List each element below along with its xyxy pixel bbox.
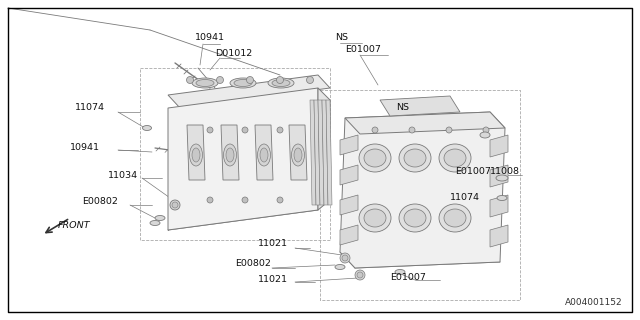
Text: 11021: 11021 — [258, 276, 288, 284]
Polygon shape — [168, 75, 330, 108]
Text: E00802: E00802 — [82, 197, 118, 206]
Text: E00802: E00802 — [235, 260, 271, 268]
Ellipse shape — [480, 132, 490, 138]
Polygon shape — [345, 112, 505, 134]
Text: 10941: 10941 — [70, 143, 100, 153]
Circle shape — [277, 197, 283, 203]
Circle shape — [246, 76, 253, 84]
Polygon shape — [310, 100, 316, 205]
Text: 11021: 11021 — [258, 239, 288, 249]
Ellipse shape — [226, 148, 234, 162]
Text: A004001152: A004001152 — [565, 298, 623, 307]
Polygon shape — [340, 165, 358, 185]
Circle shape — [342, 255, 348, 261]
Polygon shape — [380, 96, 460, 116]
Text: E01007: E01007 — [345, 45, 381, 54]
Circle shape — [242, 197, 248, 203]
Text: NS: NS — [396, 103, 409, 113]
Circle shape — [172, 202, 178, 208]
Polygon shape — [490, 135, 508, 157]
Polygon shape — [322, 100, 328, 205]
Polygon shape — [340, 135, 358, 155]
Circle shape — [355, 270, 365, 280]
Ellipse shape — [260, 148, 268, 162]
Ellipse shape — [234, 79, 252, 86]
Ellipse shape — [192, 78, 218, 88]
Ellipse shape — [399, 144, 431, 172]
Circle shape — [409, 127, 415, 133]
Polygon shape — [340, 112, 505, 268]
Ellipse shape — [359, 144, 391, 172]
Text: E01007: E01007 — [390, 274, 426, 283]
Polygon shape — [490, 165, 508, 187]
Circle shape — [483, 127, 489, 133]
Circle shape — [242, 127, 248, 133]
Polygon shape — [314, 100, 320, 205]
Circle shape — [446, 127, 452, 133]
Ellipse shape — [404, 149, 426, 167]
Circle shape — [186, 76, 193, 84]
Polygon shape — [289, 125, 307, 180]
Ellipse shape — [192, 148, 200, 162]
Ellipse shape — [257, 144, 271, 166]
Circle shape — [357, 272, 363, 278]
Ellipse shape — [364, 149, 386, 167]
Polygon shape — [318, 100, 324, 205]
Polygon shape — [340, 225, 358, 245]
Text: 11074: 11074 — [75, 103, 105, 113]
Ellipse shape — [404, 209, 426, 227]
Ellipse shape — [439, 204, 471, 232]
Polygon shape — [255, 125, 273, 180]
Circle shape — [340, 253, 350, 263]
Ellipse shape — [399, 204, 431, 232]
Ellipse shape — [359, 204, 391, 232]
Ellipse shape — [223, 144, 237, 166]
Ellipse shape — [155, 215, 165, 220]
Text: FRONT: FRONT — [58, 220, 90, 229]
Ellipse shape — [230, 78, 256, 88]
Circle shape — [276, 76, 284, 84]
Polygon shape — [187, 125, 205, 180]
Polygon shape — [490, 225, 508, 247]
Ellipse shape — [294, 148, 302, 162]
Ellipse shape — [395, 269, 405, 275]
Ellipse shape — [496, 175, 508, 181]
Ellipse shape — [272, 79, 290, 86]
Ellipse shape — [196, 79, 214, 86]
Circle shape — [277, 127, 283, 133]
Circle shape — [216, 76, 223, 84]
Circle shape — [207, 127, 213, 133]
Ellipse shape — [444, 149, 466, 167]
Polygon shape — [340, 195, 358, 215]
Ellipse shape — [444, 209, 466, 227]
Circle shape — [207, 197, 213, 203]
Ellipse shape — [291, 144, 305, 166]
Circle shape — [170, 200, 180, 210]
Ellipse shape — [364, 209, 386, 227]
Polygon shape — [490, 195, 508, 217]
Polygon shape — [221, 125, 239, 180]
Ellipse shape — [150, 220, 160, 226]
Polygon shape — [326, 100, 332, 205]
Text: 11034: 11034 — [108, 171, 138, 180]
Polygon shape — [318, 88, 330, 210]
Text: D01012: D01012 — [215, 49, 252, 58]
Ellipse shape — [189, 144, 202, 166]
Ellipse shape — [143, 125, 152, 131]
Text: 10941: 10941 — [195, 34, 225, 43]
Ellipse shape — [439, 144, 471, 172]
Circle shape — [372, 127, 378, 133]
Text: 11074: 11074 — [450, 193, 480, 202]
Ellipse shape — [268, 78, 294, 88]
Ellipse shape — [335, 265, 345, 269]
Polygon shape — [168, 88, 318, 230]
Ellipse shape — [497, 196, 507, 201]
Circle shape — [307, 76, 314, 84]
Text: E01007: E01007 — [455, 167, 491, 177]
Text: NS: NS — [335, 34, 348, 43]
Text: 11008: 11008 — [490, 167, 520, 177]
